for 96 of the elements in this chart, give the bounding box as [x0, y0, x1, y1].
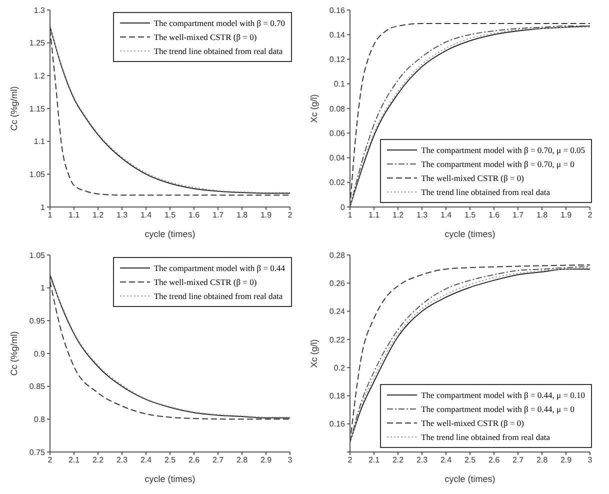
x-tick-label: 1 — [48, 210, 53, 220]
x-tick-label: 1.3 — [416, 210, 428, 220]
x-tick-label: 1.7 — [512, 210, 524, 220]
x-tick-label: 1.4 — [440, 210, 452, 220]
x-tick-label: 2.6 — [488, 456, 500, 465]
x-tick-label: 1.9 — [260, 210, 272, 220]
y-axis-title: Xc (g/l) — [309, 339, 320, 368]
y-tick-label: 1.3 — [34, 6, 46, 15]
x-tick-label: 1.5 — [164, 210, 176, 220]
y-tick-label: 0.08 — [329, 104, 346, 114]
y-tick-label: 0.06 — [329, 128, 346, 138]
x-tick-label: 2.3 — [116, 456, 128, 465]
y-tick-label: 0.24 — [329, 307, 346, 316]
legend-label: The well-mixed CSTR (β = 0) — [421, 417, 524, 430]
y-tick-label: 0.02 — [329, 178, 346, 188]
x-tick-label: 2.5 — [164, 456, 176, 465]
x-tick-label: 2.4 — [140, 456, 152, 465]
y-tick-label: 0.75 — [29, 448, 46, 457]
y-tick-label: 1.05 — [29, 170, 46, 180]
x-tick-label: 2.1 — [68, 456, 80, 465]
x-tick-label: 2.2 — [392, 456, 404, 465]
legend-label: The trend line obtained from real data — [421, 186, 550, 199]
y-tick-label: 0.14 — [329, 30, 346, 40]
y-tick-label: 0.9 — [34, 349, 46, 358]
x-tick-label: 2.9 — [560, 456, 572, 465]
x-tick-label: 1.9 — [560, 210, 572, 220]
x-tick-label: 1.2 — [392, 210, 404, 220]
x-axis-title: cycle (times) — [144, 229, 196, 239]
x-tick-label: 2 — [588, 210, 593, 220]
x-tick-label: 2.8 — [236, 456, 248, 465]
x-tick-label: 2.7 — [212, 456, 224, 465]
x-tick-label: 1.2 — [92, 210, 104, 220]
legend-label: The well-mixed CSTR (β = 0) — [421, 172, 524, 185]
legend-label: The well-mixed CSTR (β = 0) — [154, 31, 257, 44]
x-axis-title: cycle (times) — [144, 474, 196, 484]
x-tick-label: 2.6 — [188, 456, 200, 465]
y-tick-label: 0.26 — [329, 278, 346, 288]
x-tick-label: 1.6 — [488, 210, 500, 220]
x-tick-label: 2.9 — [260, 456, 272, 465]
legend-label: The compartment model with β = 0.44, μ = 0 — [421, 403, 574, 416]
y-tick-label: 0.28 — [329, 250, 346, 260]
y-tick-label: 0.2 — [334, 363, 346, 372]
x-tick-label: 1.4 — [140, 210, 152, 220]
legend-label: The compartment model with β = 0.70, μ = 0 — [421, 158, 574, 171]
y-tick-label: 0.85 — [29, 382, 46, 392]
x-tick-label: 2 — [348, 456, 353, 465]
x-axis-title: cycle (times) — [444, 474, 496, 484]
legend-label: The trend line obtained from real data — [421, 431, 550, 444]
x-tick-label: 1.7 — [212, 210, 224, 220]
y-tick-label: 0.12 — [329, 55, 346, 64]
y-tick-label: 0.22 — [329, 335, 346, 344]
x-tick-label: 1.1 — [368, 210, 380, 220]
x-tick-label: 1.1 — [68, 210, 80, 220]
x-tick-label: 3 — [288, 456, 293, 465]
y-tick-label: 0.8 — [34, 415, 46, 424]
x-tick-label: 1.8 — [236, 210, 248, 220]
y-tick-label: 0 — [340, 202, 346, 212]
x-tick-label: 2.3 — [416, 456, 428, 465]
x-tick-label: 2.4 — [440, 456, 452, 465]
y-tick-label: 1.15 — [29, 104, 46, 114]
legend-label: The trend line obtained from real data — [154, 290, 283, 303]
y-tick-label: 0.1 — [334, 80, 346, 89]
x-axis-title: cycle (times) — [444, 229, 496, 239]
x-tick-label: 1.8 — [536, 210, 548, 220]
x-tick-label: 1.3 — [116, 210, 128, 220]
y-tick-label: 1.05 — [29, 250, 46, 260]
legend-label: The compartment model with β = 0.70 — [154, 17, 285, 30]
y-axis-title: Cc (%g/ml) — [9, 331, 20, 376]
y-axis-title: Cc (%g/ml) — [9, 86, 20, 131]
x-tick-label: 2.7 — [512, 456, 524, 465]
x-tick-label: 2.2 — [92, 456, 104, 465]
x-tick-label: 2.1 — [368, 456, 380, 465]
x-tick-label: 2 — [48, 456, 53, 465]
y-tick-label: 0.04 — [329, 154, 346, 163]
y-tick-label: 1 — [40, 202, 46, 212]
y-tick-label: 0.18 — [329, 392, 346, 401]
legend-label: The trend line obtained from real data — [154, 45, 283, 58]
y-tick-label: 0.16 — [329, 6, 346, 15]
y-tick-label: 1.2 — [34, 72, 46, 81]
x-tick-label: 1.5 — [464, 210, 476, 220]
y-tick-label: 1.25 — [29, 38, 46, 48]
y-tick-label: 1.1 — [34, 137, 46, 146]
y-tick-label: 0.95 — [29, 316, 46, 326]
legend-label: The compartment model with β = 0.44 — [154, 262, 285, 275]
x-tick-label: 1 — [348, 210, 353, 220]
x-tick-label: 2.5 — [464, 456, 476, 465]
y-tick-label: 0.16 — [329, 420, 346, 429]
legend-label: The well-mixed CSTR (β = 0) — [154, 276, 257, 289]
x-tick-label: 2 — [288, 210, 293, 220]
y-tick-label: 1 — [40, 284, 46, 293]
x-tick-label: 3 — [588, 456, 593, 465]
legend-label: The compartment model with β = 0.44, μ = 0.10 — [421, 389, 585, 402]
legend-label: The compartment model with β = 0.70, μ = 0.05 — [421, 144, 585, 157]
x-tick-label: 2.8 — [536, 456, 548, 465]
y-axis-title: Xc (g/l) — [309, 94, 320, 123]
x-tick-label: 1.6 — [188, 210, 200, 220]
